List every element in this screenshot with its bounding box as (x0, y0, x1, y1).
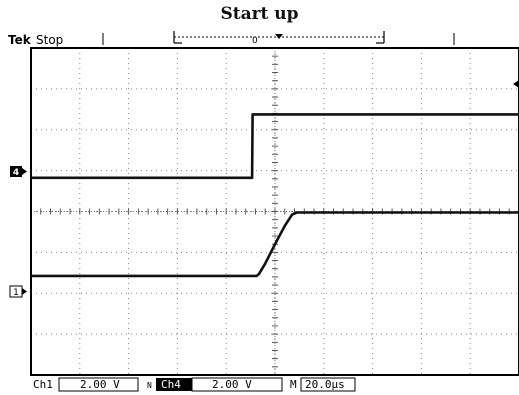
trace-layer (31, 113, 519, 278)
ch4-label-box (156, 378, 192, 391)
timebase-scale: 20.0µs (305, 378, 345, 391)
trace-ch1 (31, 211, 519, 278)
ch1-scale: 2.00 V (80, 378, 120, 391)
trigger-position-icon (275, 34, 283, 39)
timebase-box (300, 377, 356, 392)
ch1-label: Ch1 (33, 378, 53, 391)
ch1-coupling: N (147, 381, 152, 390)
ch1-scale-box (58, 377, 139, 392)
ch4-marker: 4 (10, 166, 27, 178)
brand-label: Tek (8, 33, 32, 47)
trace-ch4 (31, 113, 519, 180)
ch4-scale: 2.00 V (212, 378, 252, 391)
acquisition-state: Stop (36, 33, 63, 47)
record-window-marker: 0 (252, 36, 258, 46)
ch1-marker: 1 (9, 285, 27, 298)
timebase-label: M (290, 378, 297, 391)
chart-title: Start up (220, 4, 299, 24)
ch4-marker-label: 4 (13, 168, 19, 178)
ch1-marker-label: 1 (13, 288, 19, 298)
trigger-level-icon (513, 80, 519, 88)
ch4-label: Ch4 (161, 378, 181, 391)
readout-bar: Ch1 2.00 V N Ch4 2.00 V M 20.0µs (33, 377, 356, 392)
ch4-scale-box (191, 377, 283, 392)
plot-border (30, 47, 519, 376)
